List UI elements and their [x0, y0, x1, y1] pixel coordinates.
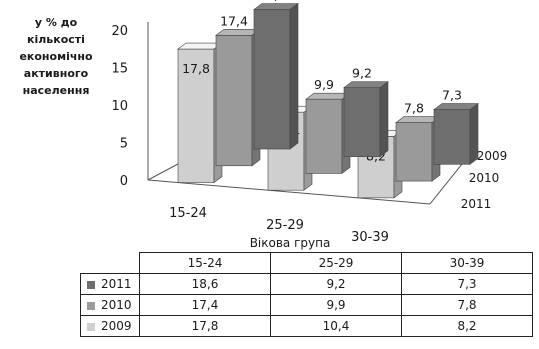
- legend-swatch-2009: [87, 322, 95, 331]
- data-label: 7,3: [442, 88, 462, 103]
- data-table-header: 30-39: [401, 252, 533, 274]
- y-tick-label: 10: [111, 99, 128, 114]
- data-table-corner: [81, 253, 140, 274]
- bar-top: [215, 28, 261, 36]
- y-axis-title-line-3: економічно: [19, 50, 93, 63]
- data-table-cell: 17,4: [139, 294, 271, 316]
- bar-side: [289, 2, 299, 150]
- data-table-cell: 10,4: [270, 315, 402, 337]
- data-table-header-row: 15-24 25-29 30-39: [81, 252, 533, 274]
- data-table-cell: 8,2: [401, 315, 533, 337]
- data-label: 9,2: [352, 66, 372, 81]
- bar: [343, 87, 381, 157]
- data-table-cell: 7,3: [401, 273, 533, 295]
- bar: [305, 98, 343, 174]
- legend-label: 2009: [101, 319, 132, 333]
- data-table-row-2011: 2011 18,6 9,2 7,3: [80, 273, 533, 295]
- x-tick-label: 25-29: [266, 218, 304, 233]
- bar-top: [343, 81, 389, 88]
- bar-top: [433, 103, 479, 110]
- data-table-row-label: 2011: [80, 273, 140, 295]
- y-axis-title-line-1: у % до: [34, 16, 78, 29]
- legend-swatch-2011: [87, 280, 95, 289]
- legend-label: 2010: [101, 298, 132, 312]
- depth-tick-label: 2010: [469, 171, 500, 185]
- data-table-cell: 9,2: [270, 273, 402, 295]
- data-table-row-2010: 2010 17,4 9,9 7,8: [80, 294, 533, 316]
- y-axis-title-line-4: активного: [23, 67, 89, 80]
- data-table-row-2009: 2009 17,8 10,4 8,2: [80, 315, 533, 337]
- bar: [395, 122, 433, 182]
- x-axis-title: Вікова група: [250, 236, 331, 250]
- legend-swatch-2010: [87, 301, 95, 310]
- bar: [215, 34, 253, 167]
- y-axis-title-line-2: кількості: [27, 33, 85, 46]
- legend-label: 2011: [101, 277, 132, 291]
- chart-area: 0510152017,810,48,217,49,97,818,69,27,31…: [111, 0, 508, 250]
- y-tick-label: 5: [120, 137, 128, 152]
- x-tick-label: 15-24: [169, 206, 207, 221]
- y-tick-label: 20: [111, 24, 128, 39]
- y-axis-title-line-5: населення: [22, 84, 90, 97]
- data-label: 18,6: [258, 0, 286, 3]
- depth-tick-label: 2009: [477, 149, 508, 163]
- data-table-cell: 17,8: [139, 315, 271, 337]
- x-tick-label: 30-39: [351, 230, 389, 245]
- bar-top: [395, 116, 441, 123]
- bar-top: [253, 3, 299, 10]
- data-table-row-label: 2009: [80, 315, 140, 337]
- data-table-header: 25-29: [270, 252, 402, 274]
- data-label: 17,4: [220, 13, 248, 28]
- x-axis-line: [147, 179, 431, 205]
- y-tick-label: 0: [120, 174, 128, 189]
- y-tick-label: 15: [111, 62, 128, 77]
- bar-top: [305, 92, 351, 100]
- data-table-cell: 18,6: [139, 273, 271, 295]
- y-axis-title: у % до кількості економічно активного на…: [0, 14, 112, 99]
- data-table-header: 15-24: [139, 252, 271, 274]
- data-label: 17,8: [182, 61, 210, 76]
- bar: [177, 48, 215, 183]
- data-table: 15-24 25-29 30-39 2011 18,6 9,2 7,3 2010…: [80, 252, 533, 337]
- data-label: 7,8: [404, 101, 424, 116]
- data-label: 9,9: [314, 77, 334, 92]
- bar-top: [177, 42, 223, 50]
- bar: [433, 109, 471, 165]
- depth-tick-label: 2011: [461, 197, 492, 211]
- data-table-cell: 9,9: [270, 294, 402, 316]
- data-table-cell: 7,8: [401, 294, 533, 316]
- data-table-row-label: 2010: [80, 294, 140, 316]
- bar: [253, 9, 291, 150]
- bar-side: [379, 81, 389, 158]
